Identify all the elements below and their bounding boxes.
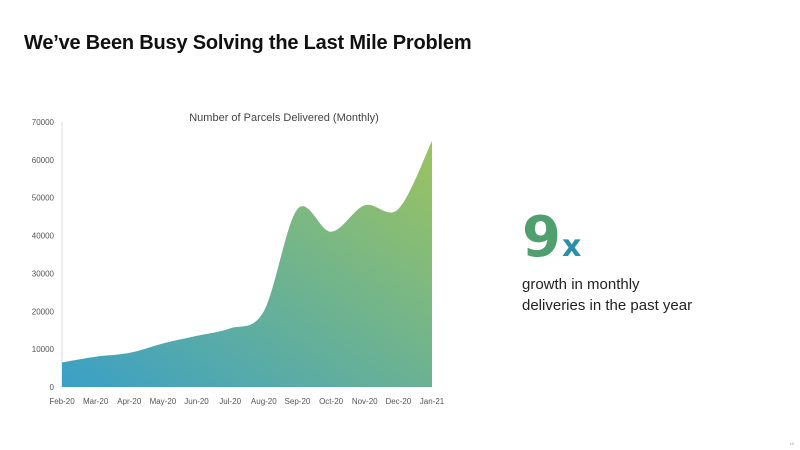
growth-text-line2: deliveries in the past year <box>522 297 693 314</box>
x-tick-label: May-20 <box>150 397 177 406</box>
x-tick-label: Jan-21 <box>420 397 445 406</box>
x-axis-ticks: Feb-20 Mar-20 Apr-20 May-20 Jun-20 Jul-20 Aug-… <box>49 397 444 406</box>
y-axis-ticks: 0 10000 20000 30000 40000 50000 60000 70000 <box>32 118 55 392</box>
chart-title: Number of Parcels Delivered (Monthly) <box>189 112 379 124</box>
x-tick-label: Jun-20 <box>184 397 209 406</box>
growth-number: 9 <box>522 205 561 270</box>
x-tick-label: Dec-20 <box>385 397 411 406</box>
y-tick-label: 70000 <box>32 118 55 127</box>
data-point-mar-20 <box>94 355 98 359</box>
data-point-jun-20 <box>195 334 199 338</box>
x-tick-label: Apr-20 <box>117 397 142 406</box>
y-tick-label: 0 <box>50 383 55 392</box>
x-tick-label: Oct-20 <box>319 397 344 406</box>
x-tick-label: Nov-20 <box>352 397 378 406</box>
x-tick-label: Jul-20 <box>219 397 241 406</box>
y-tick-label: 10000 <box>32 345 55 354</box>
data-point-sep-20 <box>295 207 299 211</box>
y-tick-label: 60000 <box>32 156 55 165</box>
data-point-may-20 <box>161 341 165 345</box>
growth-description: growth in monthly deliveries in the past… <box>522 274 752 316</box>
growth-callout: 9 x growth in monthly deliveries in the … <box>522 210 752 316</box>
x-tick-label: Sep-20 <box>285 397 311 406</box>
growth-multiplier: 9 x <box>522 210 752 266</box>
data-point-oct-20 <box>329 230 333 234</box>
growth-suffix: x <box>561 229 582 264</box>
data-point-jan-21 <box>430 139 434 143</box>
x-tick-label: Feb-20 <box>49 397 75 406</box>
y-tick-label: 20000 <box>32 307 55 316</box>
data-point-nov-20 <box>363 203 367 207</box>
growth-text-line1: growth in monthly <box>522 276 640 293</box>
page-number: 10 <box>789 441 794 446</box>
x-tick-label: Mar-20 <box>83 397 109 406</box>
data-point-jul-20 <box>228 326 232 330</box>
area-series <box>62 140 432 387</box>
y-tick-label: 30000 <box>32 269 55 278</box>
data-point-aug-20 <box>262 309 266 313</box>
data-point-apr-20 <box>127 351 131 355</box>
data-point-feb-20 <box>60 360 64 364</box>
slide-title: We’ve Been Busy Solving the Last Mile Pr… <box>24 32 472 54</box>
y-tick-label: 50000 <box>32 194 55 203</box>
y-tick-label: 40000 <box>32 232 55 241</box>
data-point-dec-20 <box>396 207 400 211</box>
x-tick-label: Aug-20 <box>251 397 277 406</box>
